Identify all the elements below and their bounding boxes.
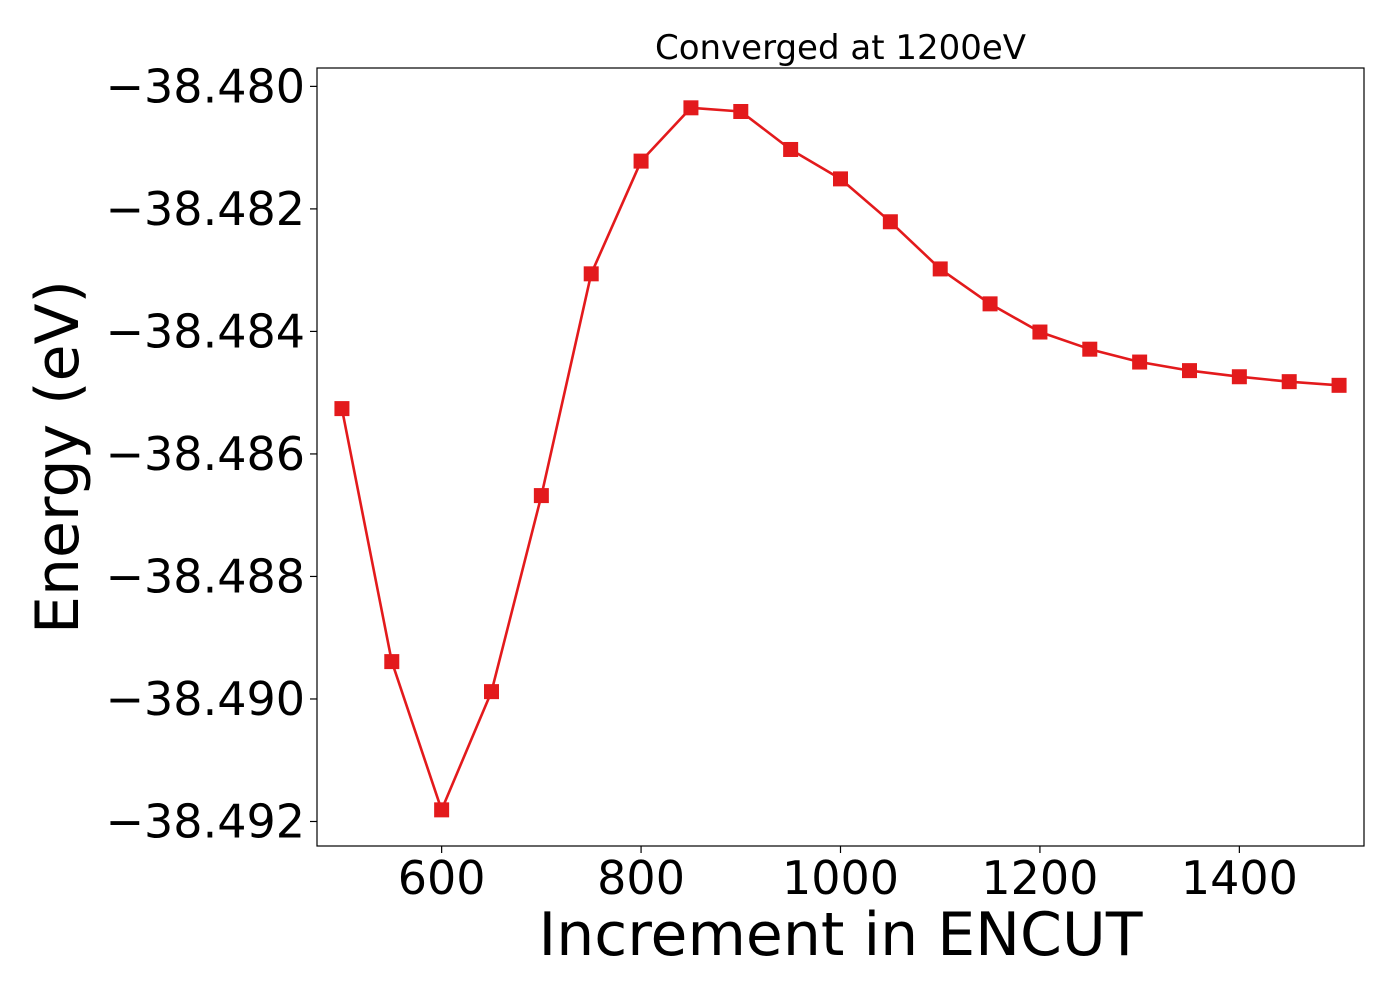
data-point-marker bbox=[1331, 377, 1347, 393]
data-point-marker bbox=[1132, 354, 1148, 370]
y-tick-label: −38.484 bbox=[106, 304, 306, 358]
plot-area bbox=[334, 100, 1347, 818]
y-tick-label: −38.482 bbox=[106, 182, 306, 236]
data-point-marker bbox=[1182, 363, 1197, 379]
x-axis-label: Increment in ENCUT bbox=[539, 900, 1143, 970]
y-tick-label: −38.492 bbox=[106, 794, 306, 848]
data-point-marker bbox=[384, 654, 400, 670]
x-tick-label: 1000 bbox=[782, 851, 899, 905]
x-tick-label: 800 bbox=[597, 851, 685, 905]
data-point-marker bbox=[334, 401, 350, 417]
data-point-marker bbox=[1032, 324, 1048, 340]
data-point-marker bbox=[882, 214, 898, 230]
data-point-marker bbox=[583, 266, 599, 282]
y-tick-label: −38.488 bbox=[106, 549, 306, 603]
x-axis-ticks: 600 800 1000 1200 1400 bbox=[398, 846, 1298, 905]
data-point-marker bbox=[683, 100, 699, 116]
y-tick-label: −38.486 bbox=[106, 427, 306, 481]
chart-title: Converged at 1200eV bbox=[655, 28, 1026, 68]
data-point-marker bbox=[434, 802, 450, 818]
y-tick-label: −38.480 bbox=[106, 59, 306, 113]
data-point-marker bbox=[484, 684, 499, 700]
x-tick-label: 1200 bbox=[981, 851, 1098, 905]
y-axis-ticks: −38.492 −38.490 −38.488 −38.486 −38.484 −38.4… bbox=[106, 59, 317, 848]
data-point-marker bbox=[1281, 374, 1297, 390]
data-point-marker bbox=[982, 296, 998, 312]
data-point-marker bbox=[1231, 369, 1247, 385]
x-tick-label: 1400 bbox=[1181, 851, 1298, 905]
data-point-marker bbox=[633, 153, 649, 169]
data-point-marker bbox=[1082, 341, 1098, 357]
data-point-marker bbox=[932, 261, 948, 277]
y-tick-label: −38.490 bbox=[106, 672, 306, 726]
data-point-marker bbox=[733, 103, 749, 119]
x-tick-label: 600 bbox=[398, 851, 486, 905]
data-point-marker bbox=[833, 171, 848, 187]
y-axis-label: Energy (eV) bbox=[23, 280, 93, 634]
data-point-marker bbox=[783, 141, 799, 157]
data-point-marker bbox=[533, 488, 549, 504]
